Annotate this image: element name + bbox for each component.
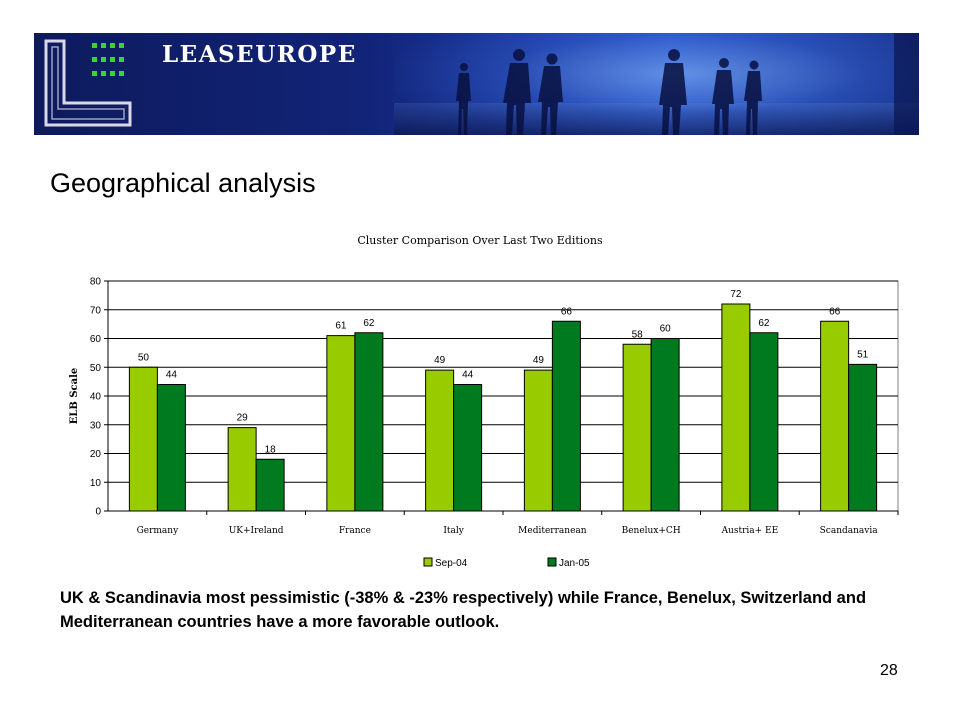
bar (255, 458, 285, 512)
data-label: 66 (829, 306, 841, 317)
data-label: 51 (857, 349, 869, 360)
x-tick-label: Germany (137, 526, 180, 536)
y-tick-label: 50 (90, 363, 102, 374)
y-tick-label: 80 (90, 277, 102, 288)
legend-swatch (423, 557, 433, 567)
bar (453, 384, 483, 512)
data-label: 49 (533, 355, 545, 366)
bar (156, 384, 186, 512)
data-label: 66 (561, 306, 573, 317)
data-label: 49 (434, 355, 446, 366)
bar (820, 320, 850, 512)
page-number: 28 (880, 662, 898, 679)
y-tick-label: 40 (90, 392, 102, 403)
leaseurope-logo-icon (44, 39, 132, 127)
bar (551, 320, 581, 512)
y-tick-label: 30 (90, 420, 102, 431)
legend-label: Jan-05 (559, 558, 590, 569)
data-labels: 50 44 29 18 61 62 49 44 49 66 58 60 72 62 66 51 (138, 289, 869, 455)
x-tick-label: France (339, 526, 371, 536)
business-people-silhouettes-icon (456, 33, 919, 135)
x-tick-label: Benelux+CH (622, 526, 681, 536)
y-tick-label: 60 (90, 334, 102, 345)
y-axis-label: ELB Scale (69, 368, 80, 425)
data-label: 29 (237, 413, 249, 424)
chart-title: Cluster Comparison Over Last Two Edition… (357, 234, 603, 247)
bar (650, 338, 680, 512)
data-label: 44 (166, 370, 178, 381)
legend: Sep-04 Jan-05 (423, 557, 590, 569)
bar (721, 303, 751, 512)
gridlines (107, 280, 899, 512)
bar (326, 335, 356, 512)
y-tick-label: 20 (90, 449, 102, 460)
bar (425, 369, 455, 512)
x-tick-label: Mediterranean (518, 526, 587, 536)
x-tick-label: Scandanavia (820, 526, 879, 536)
y-tick-label: 0 (95, 507, 101, 518)
y-tick-label: 10 (90, 478, 102, 489)
data-label: 60 (660, 324, 672, 335)
data-label: 50 (138, 352, 150, 363)
data-label: 44 (462, 370, 474, 381)
bar (354, 332, 384, 512)
x-tick-label: UK+Ireland (229, 526, 284, 536)
bar (749, 332, 779, 512)
data-label: 18 (265, 444, 277, 455)
banner-floor (394, 103, 919, 135)
axes: 0 10 20 30 40 50 60 70 80 Germany UK+Ireland France… (90, 277, 899, 536)
bar (128, 366, 158, 512)
y-tick-label: 70 (90, 305, 102, 316)
header-banner: LEASEUROPE (34, 33, 919, 135)
data-label: 62 (363, 318, 375, 329)
bar (622, 343, 652, 512)
data-label: 58 (632, 329, 644, 340)
legend-label: Sep-04 (435, 558, 468, 569)
data-label: 72 (730, 289, 742, 300)
bar (227, 427, 257, 512)
caption-text: UK & Scandinavia most pessimistic (-38% … (60, 589, 867, 631)
data-label: 61 (335, 321, 347, 332)
brand-name: LEASEUROPE (162, 41, 357, 68)
bars (128, 303, 878, 512)
legend-swatch (547, 557, 557, 567)
bar (848, 363, 878, 512)
page-title: Geographical analysis (50, 168, 316, 198)
data-label: 62 (758, 318, 770, 329)
x-tick-label: Austria+ EE (721, 526, 779, 536)
x-tick-label: Italy (443, 526, 464, 536)
bar (523, 369, 553, 512)
